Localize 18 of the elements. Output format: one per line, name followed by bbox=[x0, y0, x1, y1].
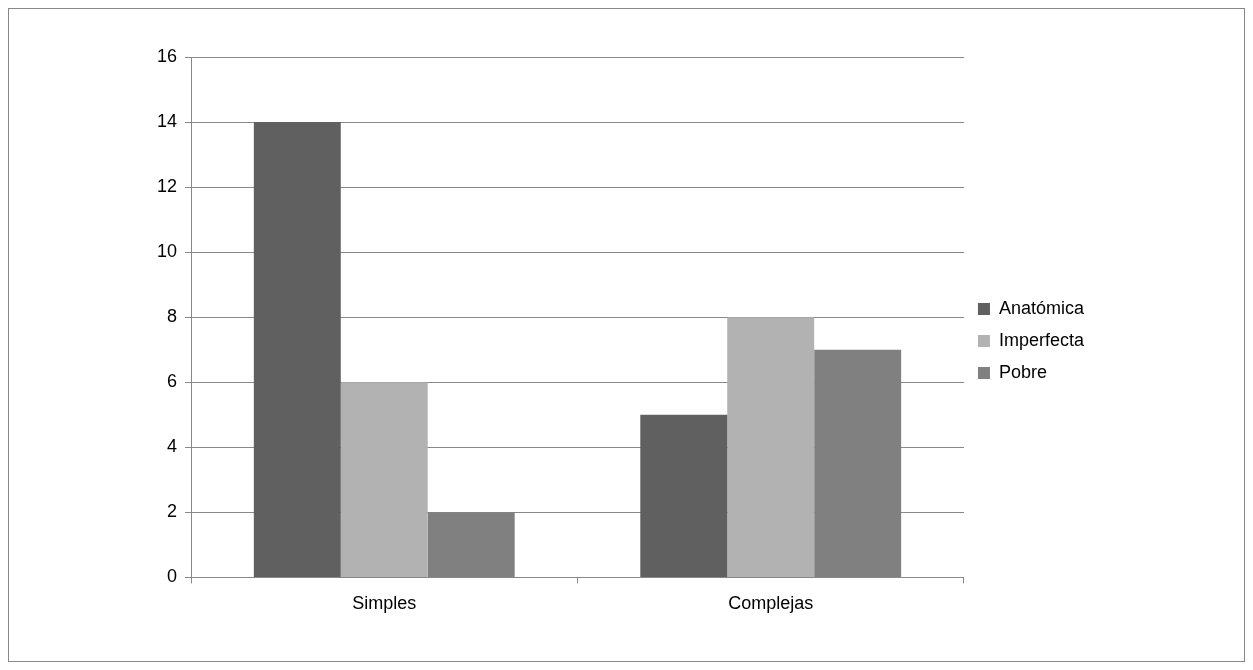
bar bbox=[640, 414, 728, 577]
x-tick-label: Complejas bbox=[728, 593, 814, 614]
legend-label: Pobre bbox=[998, 361, 1047, 382]
y-tick-label: 0 bbox=[167, 566, 178, 587]
bar bbox=[253, 122, 341, 577]
bar bbox=[340, 382, 428, 577]
x-tick-label: Simples bbox=[352, 593, 417, 614]
y-tick-label: 10 bbox=[156, 241, 178, 262]
y-tick-label: 8 bbox=[167, 306, 178, 327]
legend-label: Imperfecta bbox=[998, 329, 1085, 350]
legend-label: Anatómica bbox=[998, 297, 1085, 318]
bar bbox=[727, 317, 815, 577]
y-tick-label: 2 bbox=[167, 501, 178, 522]
y-tick-label: 6 bbox=[167, 371, 178, 392]
y-tick-label: 16 bbox=[156, 45, 178, 66]
y-tick-label: 14 bbox=[156, 111, 178, 132]
y-tick-label: 4 bbox=[167, 436, 178, 457]
y-tick-label: 12 bbox=[156, 176, 178, 197]
